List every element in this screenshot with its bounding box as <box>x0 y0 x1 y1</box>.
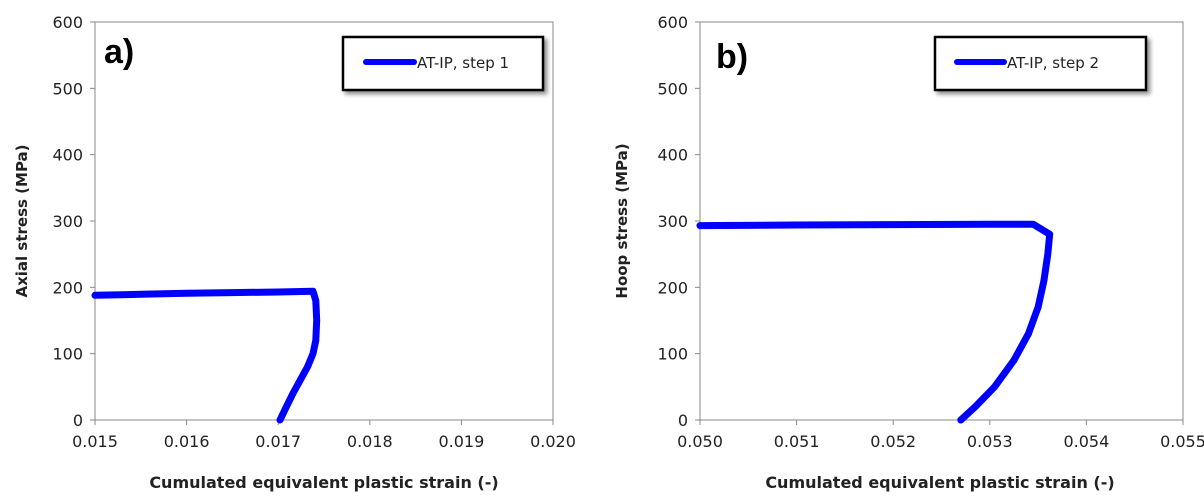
legend-b: AT-IP, step 2 <box>933 35 1148 92</box>
y-tick-label-b: 200 <box>657 278 688 297</box>
series-line-at-ip-step-1 <box>91 287 321 424</box>
panel-label-b: b) <box>716 38 748 76</box>
x-tick-label-b: 0.052 <box>870 432 916 451</box>
y-tick-label-a: 600 <box>52 13 83 32</box>
x-tick-label-a: 0.016 <box>164 432 210 451</box>
x-tick-label-b: 0.050 <box>677 432 723 451</box>
legend-label-a: AT-IP, step 1 <box>417 54 509 72</box>
x-tick-label-a: 0.015 <box>72 432 118 451</box>
y-tick-label-b: 100 <box>657 345 688 364</box>
y-tick-label-a: 500 <box>52 79 83 98</box>
x-tick-label-b: 0.051 <box>774 432 820 451</box>
series-line-at-ip-step-2 <box>696 220 1054 424</box>
tick-group-b: 0.050 0.051 0.052 0.053 0.054 0.055 0 100 200 300… <box>657 13 1204 451</box>
x-tick-label-a: 0.018 <box>347 432 393 451</box>
chart-panel-b: 0.050 0.051 0.052 0.053 0.054 0.055 0 100 200 300… <box>613 13 1204 492</box>
x-tick-label-a: 0.017 <box>255 432 301 451</box>
panel-label-a: a) <box>104 33 134 71</box>
chart-panel-a: 0.015 0.016 0.017 0.018 0.019 0.020 0 100 200 300… <box>13 13 576 492</box>
y-tick-label-b: 0 <box>678 411 688 430</box>
y-tick-label-b: 300 <box>657 212 688 231</box>
legend-a: AT-IP, step 1 <box>341 35 545 92</box>
y-tick-label-b: 600 <box>657 13 688 32</box>
y-tick-label-a: 400 <box>52 146 83 165</box>
tick-group-a: 0.015 0.016 0.017 0.018 0.019 0.020 0 100 200 300… <box>52 13 575 451</box>
x-axis-label-a: Cumulated equivalent plastic strain (-) <box>149 473 498 492</box>
legend-label-b: AT-IP, step 2 <box>1007 54 1099 72</box>
y-axis-label-b: Hoop stress (MPa) <box>613 143 631 298</box>
y-tick-label-b: 500 <box>657 79 688 98</box>
y-tick-label-b: 400 <box>657 146 688 165</box>
x-tick-label-b: 0.053 <box>967 432 1013 451</box>
y-tick-label-a: 200 <box>52 278 83 297</box>
y-tick-label-a: 0 <box>73 411 83 430</box>
x-tick-label-b: 0.055 <box>1160 432 1204 451</box>
y-tick-label-a: 100 <box>52 345 83 364</box>
y-tick-label-a: 300 <box>52 212 83 231</box>
x-tick-label-a: 0.020 <box>530 432 576 451</box>
x-tick-label-a: 0.019 <box>438 432 484 451</box>
y-axis-label-a: Axial stress (MPa) <box>13 144 31 297</box>
x-axis-label-b: Cumulated equivalent plastic strain (-) <box>765 473 1114 492</box>
x-tick-label-b: 0.054 <box>1063 432 1109 451</box>
